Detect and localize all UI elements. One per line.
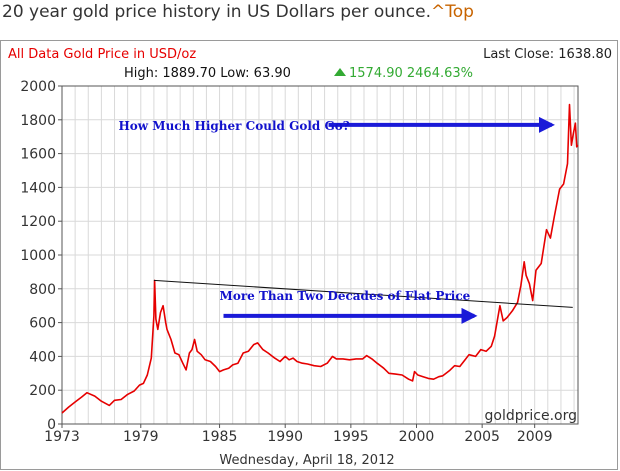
watermark-text: goldprice.org <box>485 408 577 424</box>
x-tick-label-1979: 1979 <box>123 429 159 445</box>
last-close-label: Last Close: 1638.80 <box>483 47 612 62</box>
y-axis-ticks: 0 200 400 600 800 1000 1200 1400 1600 1800 2000 <box>20 79 62 433</box>
y-tick-label-2000: 2000 <box>20 79 56 95</box>
top-link[interactable]: ^Top <box>431 2 474 22</box>
x-tick-label-1985: 1985 <box>202 429 238 445</box>
y-tick-label-200: 200 <box>29 383 56 399</box>
x-axis-label: Wednesday, April 18, 2012 <box>219 453 394 468</box>
page-heading: 20 year gold price history in US Dollars… <box>2 2 474 22</box>
y-tick-label-1800: 1800 <box>20 113 56 129</box>
annotation-text-2: More Than Two Decades of Flat Price <box>220 289 471 303</box>
x-tick-label-1990: 1990 <box>267 429 303 445</box>
x-tick-label-2005: 2005 <box>464 429 500 445</box>
up-arrow-icon <box>334 68 346 76</box>
y-tick-label-1000: 1000 <box>20 248 56 264</box>
x-tick-label-2000: 2000 <box>399 429 435 445</box>
x-tick-label-1995: 1995 <box>333 429 369 445</box>
y-tick-label-600: 600 <box>29 316 56 332</box>
y-tick-label-800: 800 <box>29 282 56 298</box>
series-line-gold-price <box>61 103 579 414</box>
x-tick-label-1973: 1973 <box>44 429 80 445</box>
chart-title: All Data Gold Price in USD/oz <box>8 47 196 62</box>
high-low-label: High: 1889.70 Low: 63.90 <box>124 66 291 81</box>
annotation-text-1: How Much Higher Could Gold Go? <box>118 119 349 133</box>
annotations: How Much Higher Could Gold Go? More Than … <box>118 116 555 324</box>
x-axis-ticks: 1973 1979 1985 1990 1995 2000 2005 2009 <box>44 424 552 445</box>
trend-line <box>153 279 573 308</box>
page-heading-text: 20 year gold price history in US Dollars… <box>2 2 432 22</box>
y-tick-label-1600: 1600 <box>20 147 56 163</box>
x-tick-label-2009: 2009 <box>517 429 553 445</box>
chart-grid <box>61 85 578 425</box>
y-tick-label-1200: 1200 <box>20 214 56 230</box>
y-tick-label-400: 400 <box>29 349 56 365</box>
change-label: 1574.90 2464.63% <box>349 66 473 81</box>
y-tick-label-1400: 1400 <box>20 180 56 196</box>
y-tick-label-0: 0 <box>47 417 56 433</box>
